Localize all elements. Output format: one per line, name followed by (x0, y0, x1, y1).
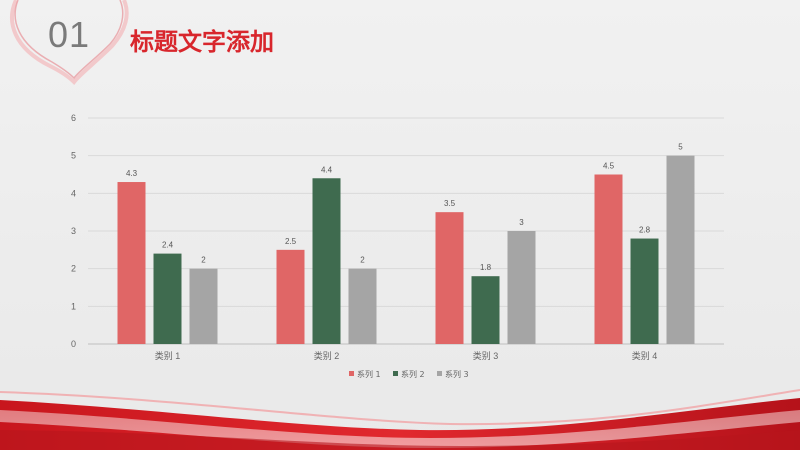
bar (594, 174, 623, 344)
bar (666, 155, 695, 344)
bar (507, 231, 536, 344)
slide-number: 01 (48, 14, 91, 55)
data-label: 3 (519, 218, 524, 227)
legend-swatch (349, 371, 354, 376)
gridlines (88, 117, 724, 345)
data-label: 1.8 (480, 263, 492, 272)
bar (630, 238, 659, 344)
y-tick-label: 4 (71, 188, 76, 198)
x-tick-label: 类别 1 (155, 350, 181, 361)
bar (117, 182, 146, 344)
data-label: 4.5 (603, 162, 615, 171)
y-tick-label: 0 (71, 339, 76, 349)
bar (153, 253, 182, 344)
data-label: 2 (201, 256, 206, 265)
data-label: 3.5 (444, 199, 456, 208)
x-tick-label: 类别 3 (473, 350, 499, 361)
data-label: 2 (360, 256, 365, 265)
y-tick-label: 6 (71, 113, 76, 123)
data-label: 4.3 (126, 169, 138, 178)
x-axis-ticks: 类别 1 类别 2 类别 3 类别 4 (155, 350, 658, 361)
x-tick-label: 类别 2 (314, 350, 340, 361)
data-label: 5 (678, 143, 683, 152)
data-label: 2.5 (285, 237, 297, 246)
x-tick-label: 类别 4 (632, 350, 658, 361)
bar (471, 276, 500, 344)
data-label: 2.4 (162, 241, 174, 250)
bar (435, 212, 464, 344)
y-tick-label: 3 (71, 226, 76, 236)
red-ribbon-decoration (0, 389, 800, 450)
bar (189, 268, 218, 344)
bar (348, 268, 377, 344)
y-tick-label: 2 (71, 264, 76, 274)
data-labels: 4.3 2.4 2 2.5 4.4 2 3.5 1.8 3 4.5 2.8 5 (126, 143, 683, 273)
legend-label: 系列 1 (357, 369, 381, 379)
slide-title: 标题文字添加 (130, 28, 274, 56)
legend: 系列 1 系列 2 系列 3 (349, 369, 469, 379)
data-label: 2.8 (639, 226, 651, 235)
bar (276, 249, 305, 344)
data-label: 4.4 (321, 165, 333, 174)
legend-swatch (437, 371, 442, 376)
legend-label: 系列 2 (401, 369, 425, 379)
y-tick-label: 5 (71, 151, 76, 161)
y-tick-label: 1 (71, 301, 76, 311)
heart-decoration (10, 0, 129, 86)
legend-swatch (393, 371, 398, 376)
y-axis-ticks: 0 1 2 3 4 5 6 (71, 113, 76, 349)
bar (312, 178, 341, 344)
bars (117, 155, 695, 344)
legend-label: 系列 3 (445, 369, 469, 379)
